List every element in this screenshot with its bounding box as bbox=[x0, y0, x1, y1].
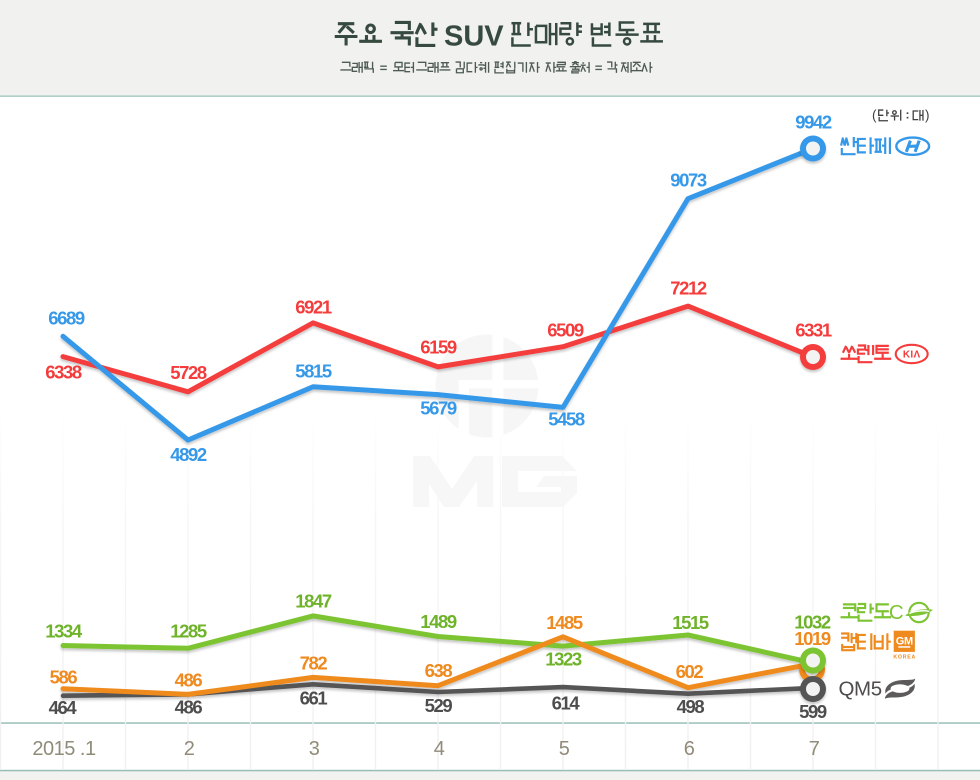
svg-text:6: 6 bbox=[684, 738, 695, 760]
svg-text:6331: 6331 bbox=[795, 320, 832, 341]
svg-text:6159: 6159 bbox=[420, 337, 457, 358]
svg-text:498: 498 bbox=[677, 696, 705, 717]
svg-text:1485: 1485 bbox=[546, 612, 583, 633]
svg-text:(: ( bbox=[872, 108, 877, 123]
svg-text:529: 529 bbox=[425, 695, 453, 716]
svg-text:QM5: QM5 bbox=[839, 677, 882, 700]
svg-text:1323: 1323 bbox=[545, 649, 582, 670]
svg-text:1847: 1847 bbox=[295, 591, 332, 612]
svg-text:1334: 1334 bbox=[45, 621, 83, 642]
svg-text:9073: 9073 bbox=[670, 170, 707, 191]
svg-text:661: 661 bbox=[300, 688, 328, 709]
svg-text:SUV: SUV bbox=[444, 21, 504, 53]
svg-text:7: 7 bbox=[809, 738, 820, 760]
svg-text:1515: 1515 bbox=[672, 612, 709, 633]
svg-text:1489: 1489 bbox=[420, 611, 457, 632]
svg-text:5679: 5679 bbox=[420, 398, 457, 419]
svg-text:6689: 6689 bbox=[48, 308, 85, 329]
svg-text:614: 614 bbox=[552, 692, 581, 713]
svg-text:KIΛ: KIΛ bbox=[903, 350, 921, 361]
svg-text:4: 4 bbox=[434, 738, 445, 760]
svg-text:5: 5 bbox=[559, 738, 570, 760]
svg-text:5815: 5815 bbox=[295, 361, 332, 382]
svg-text:5728: 5728 bbox=[170, 362, 207, 383]
svg-text:C: C bbox=[889, 601, 904, 624]
svg-text:9942: 9942 bbox=[795, 112, 832, 133]
svg-text:GM: GM bbox=[896, 635, 913, 647]
svg-text:6509: 6509 bbox=[547, 320, 584, 341]
svg-text:638: 638 bbox=[425, 660, 453, 681]
svg-text:586: 586 bbox=[50, 667, 78, 688]
svg-text:6338: 6338 bbox=[45, 362, 82, 383]
svg-text:1285: 1285 bbox=[170, 621, 207, 642]
svg-text:1019: 1019 bbox=[794, 628, 831, 649]
svg-text:4892: 4892 bbox=[170, 444, 207, 465]
svg-text:2015 .1: 2015 .1 bbox=[32, 738, 96, 760]
svg-text:602: 602 bbox=[676, 661, 704, 682]
svg-text:1032: 1032 bbox=[794, 612, 831, 633]
svg-text:464: 464 bbox=[49, 697, 78, 718]
svg-text:6921: 6921 bbox=[295, 297, 332, 318]
svg-text:2: 2 bbox=[184, 738, 195, 760]
svg-text:7212: 7212 bbox=[670, 278, 707, 299]
svg-text::: : bbox=[906, 108, 910, 122]
svg-text:486: 486 bbox=[175, 670, 203, 691]
svg-text:3: 3 bbox=[309, 738, 320, 760]
svg-text:782: 782 bbox=[300, 653, 328, 674]
svg-text:): ) bbox=[925, 108, 930, 123]
svg-text:486: 486 bbox=[175, 697, 203, 718]
svg-text:599: 599 bbox=[799, 701, 827, 722]
svg-text:5458: 5458 bbox=[548, 409, 585, 430]
svg-text:KOREA: KOREA bbox=[893, 654, 916, 660]
